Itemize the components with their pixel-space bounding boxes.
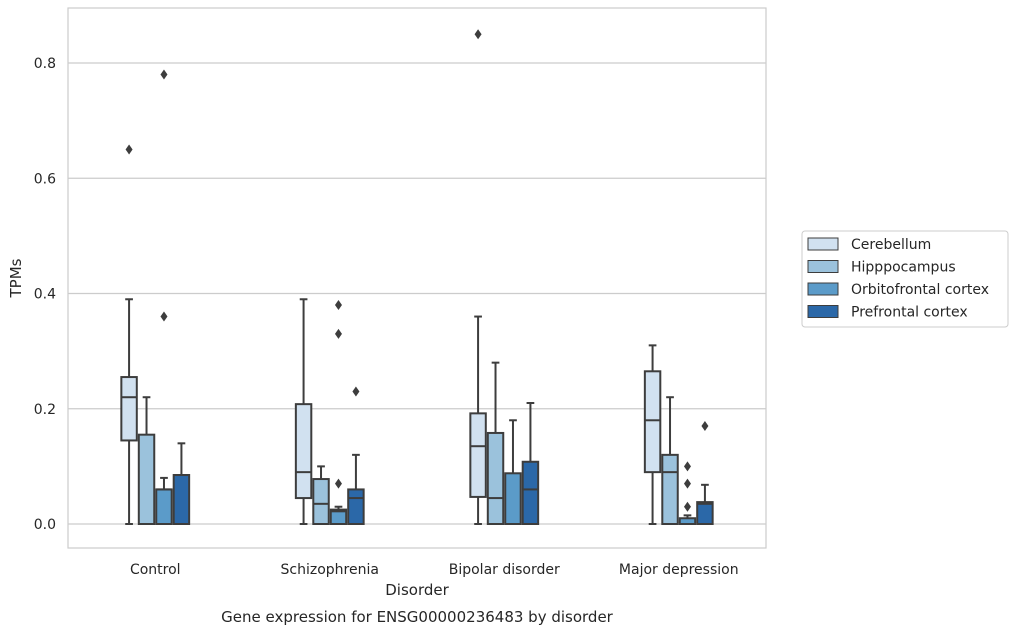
box xyxy=(661,396,679,526)
box-body xyxy=(294,403,313,500)
y-tick-label: 0.0 xyxy=(34,517,56,533)
y-tick-label: 0.6 xyxy=(34,171,56,187)
outlier-point xyxy=(683,501,691,512)
x-axis-label: Disorder xyxy=(385,581,449,599)
box xyxy=(521,401,540,526)
box xyxy=(347,386,365,525)
outlier-point xyxy=(334,300,342,311)
legend-item: Hipppocampus xyxy=(807,260,956,276)
legend-swatch xyxy=(807,237,839,251)
legend-item: Orbitofrontal cortex xyxy=(807,282,989,298)
box xyxy=(172,442,191,525)
box xyxy=(312,465,330,525)
outlier-point xyxy=(683,461,691,472)
box xyxy=(137,396,156,525)
box-body xyxy=(172,474,191,525)
outlier-point xyxy=(474,29,482,40)
box-body xyxy=(521,460,540,526)
plot-frame xyxy=(67,7,767,549)
box xyxy=(643,344,662,525)
y-tick-label: 0.4 xyxy=(34,287,56,303)
box xyxy=(329,300,348,525)
series-hipppocampus xyxy=(137,361,679,526)
legend-label: Prefrontal cortex xyxy=(851,305,968,321)
outlier-point xyxy=(683,478,691,489)
box-body xyxy=(155,488,173,525)
legend-frame xyxy=(801,230,1009,328)
box xyxy=(696,421,714,526)
y-axis-label: TPMs xyxy=(7,258,25,298)
x-tick-label: Major depression xyxy=(619,562,739,578)
x-tick-label: Schizophrenia xyxy=(281,562,379,578)
x-tick-label: Bipolar disorder xyxy=(449,562,560,578)
y-tick-labels: 0.0 0.2 0.4 0.6 0.8 xyxy=(34,56,56,533)
box-body xyxy=(312,478,330,525)
box xyxy=(120,144,138,525)
legend-label: Cerebellum xyxy=(851,237,931,253)
box-body xyxy=(347,488,365,525)
outlier-point xyxy=(160,311,168,322)
box xyxy=(155,69,173,525)
legend-swatch xyxy=(807,282,839,296)
y-tick-label: 0.8 xyxy=(34,56,56,72)
outlier-point xyxy=(352,386,360,397)
series-orbitofrontal-cortex xyxy=(155,69,697,526)
x-tick-label: Control xyxy=(130,562,181,578)
box-body xyxy=(137,433,156,525)
box-body xyxy=(469,412,487,498)
box-series xyxy=(120,29,714,526)
box xyxy=(486,361,505,526)
legend-item: Prefrontal cortex xyxy=(807,305,968,321)
legend-swatch xyxy=(807,260,839,273)
outlier-point xyxy=(125,144,133,155)
box-body xyxy=(696,501,714,526)
box-body xyxy=(120,376,138,442)
box xyxy=(678,461,697,525)
series-prefrontal-cortex xyxy=(172,386,714,526)
box xyxy=(294,298,313,525)
box-body xyxy=(504,472,522,526)
chart-caption: Gene expression for ENSG00000236483 by d… xyxy=(221,608,614,626)
outlier-point xyxy=(160,69,168,80)
x-tick-labels: Control Schizophrenia Bipolar disorder Majo… xyxy=(130,562,739,578)
box xyxy=(504,419,522,526)
legend-swatch xyxy=(807,305,839,318)
box xyxy=(469,29,487,525)
box-body xyxy=(486,431,505,526)
outlier-point xyxy=(334,478,342,489)
series-cerebellum xyxy=(120,29,662,525)
legend-label: Orbitofrontal cortex xyxy=(851,282,989,298)
legend-item: Cerebellum xyxy=(807,237,931,253)
outlier-point xyxy=(334,328,342,339)
box-body xyxy=(643,370,662,474)
outlier-point xyxy=(701,421,709,432)
box-body xyxy=(661,453,679,526)
y-tick-label: 0.2 xyxy=(34,402,56,418)
box-body xyxy=(329,508,348,525)
legend: Cerebellum Hipppocampus Orbitofrontal cort… xyxy=(801,230,1009,328)
legend-label: Hipppocampus xyxy=(851,260,956,276)
